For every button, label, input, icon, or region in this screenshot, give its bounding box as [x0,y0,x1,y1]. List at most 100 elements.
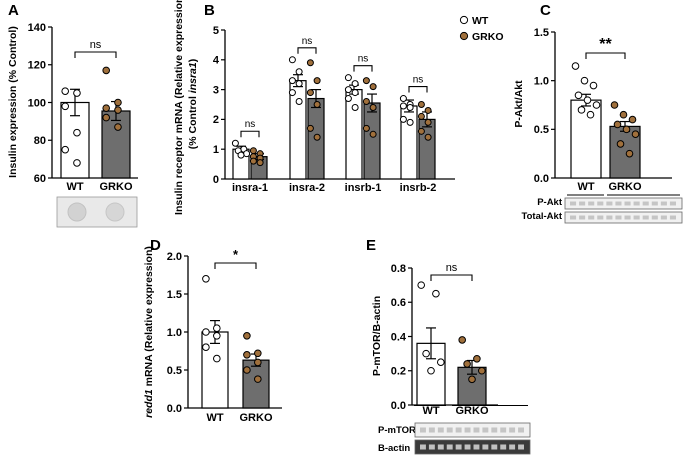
x-tick-label: insra-1 [232,182,268,194]
x-tick-label: insrb-1 [345,182,382,194]
x-tick-label: GRKO [100,181,133,193]
data-point [631,130,640,138]
blot-band [633,201,640,206]
blot-band [642,215,649,220]
data-point [313,133,321,141]
y-axis-title-part: insra1 [187,62,199,93]
y-tick-label: 0.2 [391,366,406,378]
y-tick-label: 1.0 [534,75,549,87]
data-point [406,103,414,111]
data-point [616,140,625,148]
y-tick-label: 120 [28,60,46,72]
blot-background [564,197,683,210]
blot-band [669,215,676,220]
y-axis-title-part: redd1 [143,386,155,418]
y-axis-title: Insulin receptor mRNA (Relative expressi… [173,0,185,215]
data-point [254,358,262,367]
data-point [306,89,314,97]
data-point [344,86,352,94]
blot-band [473,427,480,433]
significance-label: ns [358,54,369,65]
y-tick-label: 1.0 [167,327,182,339]
blot-band [651,201,658,206]
panel-letter: E [366,237,376,254]
data-point [369,130,377,138]
blot-label: P-Akt [537,197,563,208]
blot-band [491,444,498,450]
data-point [73,128,81,137]
blot-band [624,201,631,206]
data-point [306,59,314,67]
y-axis-title: Insulin expression (% Control) [7,26,19,178]
data-point [424,106,432,114]
y-axis-title: (% Control insra1) [187,59,199,149]
y-axis-title-part: P-Akt/Akt [513,80,525,128]
blot-band [500,444,507,450]
data-point [313,77,321,85]
blot-total-akt [564,211,683,224]
data-point [362,77,370,85]
blot-band [509,444,516,450]
blot-p-mtor [414,422,531,438]
blot-band [615,201,622,206]
blot-background [564,211,683,224]
data-point [592,101,601,109]
significance-label: ** [599,36,612,53]
blot-band [455,427,462,433]
data-point [577,106,586,114]
data-point [432,289,440,298]
y-axis-title: P-Akt/Akt [513,80,525,128]
blot-band [606,201,613,206]
data-point [613,120,622,129]
x-tick-label: WT [66,181,83,193]
blot-band [482,427,489,433]
data-point [351,80,359,88]
blot-label: B-actin [378,443,410,454]
data-point [313,101,321,108]
x-tick-label: GRKO [240,412,273,424]
y-tick-label: 2.0 [167,251,182,263]
x-tick-label: insrb-2 [400,182,437,194]
data-point [256,159,264,167]
data-point [422,349,430,358]
blot-background [414,422,531,438]
data-point [295,68,303,76]
data-point [458,336,467,344]
y-axis-title-part: P-mTOR/B-actin [371,296,383,376]
y-tick-label: 0.5 [534,124,549,136]
legend-label-wt: WT [472,15,489,27]
blot-band [660,201,667,206]
data-point [114,106,122,114]
data-point [61,87,69,95]
y-axis-title: P-mTOR/B-actin [371,296,383,376]
data-point [249,147,257,155]
y-axis-title-part: ) [187,59,199,63]
data-point [362,124,370,132]
data-point [437,358,445,366]
blot-band [464,427,471,433]
y-tick-label: 4 [213,55,220,67]
significance-label: ns [90,39,102,51]
data-point [288,77,296,85]
blot-band [570,215,577,220]
x-tick-label: insra-2 [289,182,325,194]
data-point [580,76,589,85]
blot-band [509,427,516,433]
data-point [478,366,486,375]
y-tick-label: 3 [213,84,219,96]
data-point [344,74,352,82]
panel-letter: A [8,2,19,19]
blot-band [588,201,595,206]
blot-band [464,444,471,450]
y-tick-label: 1 [213,144,219,156]
x-tick-label: GRKO [609,181,642,193]
panel-letter: D [150,237,161,254]
blot-band [615,215,622,220]
y-tick-label: 60 [34,173,46,185]
data-point [473,354,481,363]
y-axis-title: redd1 mRNA (Relative expression) [143,246,155,418]
panel-letter: B [204,2,215,19]
y-tick-label: 1.5 [167,289,182,301]
blot-p-akt [564,197,683,210]
data-point [399,115,407,123]
